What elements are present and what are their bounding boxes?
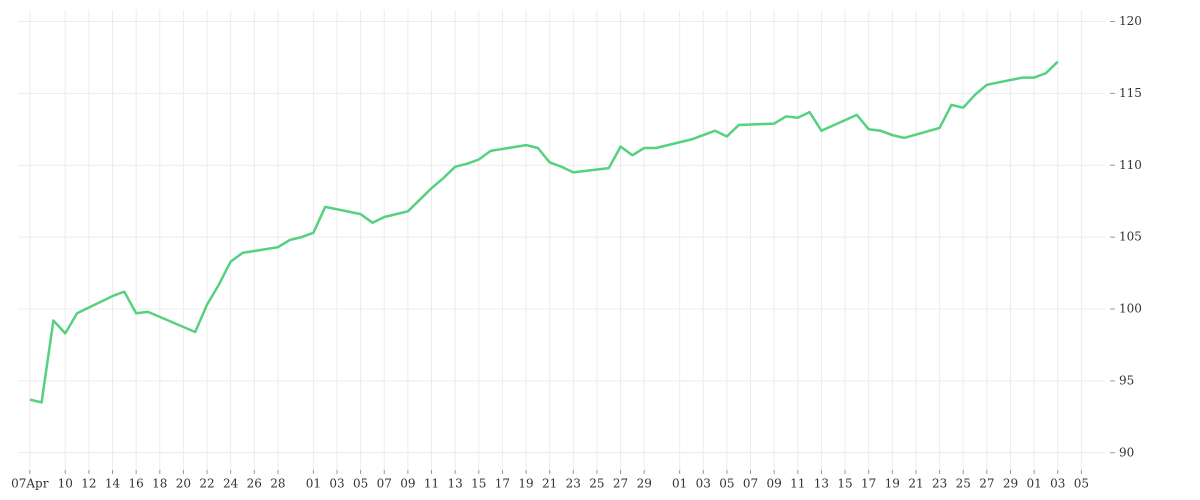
x-tick-label: 15 xyxy=(837,477,852,491)
x-tick-label: 24 xyxy=(223,477,239,491)
x-tick-label: 19 xyxy=(518,477,533,491)
x-tick-label: 29 xyxy=(1003,477,1018,491)
x-tick-label: 19 xyxy=(885,477,900,491)
x-tick-label: 29 xyxy=(637,477,652,491)
x-tick-label: 23 xyxy=(566,477,581,491)
y-tick-label: 120 xyxy=(1119,14,1142,28)
x-tick-label: 03 xyxy=(696,477,711,491)
x-tick-label: 05 xyxy=(1074,477,1089,491)
x-tick-label: 05 xyxy=(719,477,734,491)
x-tick-label: 17 xyxy=(861,477,876,491)
x-tick-label: 07 xyxy=(743,477,758,491)
x-tick-label: 23 xyxy=(932,477,947,491)
x-tick-label: 11 xyxy=(424,477,439,491)
x-tick-label: 01 xyxy=(1026,477,1041,491)
x-tick-label: 18 xyxy=(152,477,167,491)
data-line xyxy=(29,60,1059,404)
x-tick-label: 01 xyxy=(672,477,687,491)
x-tick-label: 21 xyxy=(908,477,923,491)
x-tick-label: 25 xyxy=(589,477,604,491)
x-tick-label: 09 xyxy=(400,477,415,491)
x-tick-label: 10 xyxy=(58,477,73,491)
x-tick-label: 13 xyxy=(814,477,829,491)
x-tick-label: 12 xyxy=(81,477,96,491)
y-tick-label: 100 xyxy=(1119,302,1142,316)
x-tick-label: 14 xyxy=(105,477,121,491)
x-tick-label: 25 xyxy=(956,477,971,491)
y-tick-label: 115 xyxy=(1119,86,1142,100)
x-tick-label: 26 xyxy=(247,477,262,491)
x-tick-label: 21 xyxy=(542,477,557,491)
x-tick-label: 28 xyxy=(270,477,285,491)
y-tick-label: 110 xyxy=(1119,158,1142,172)
x-tick-label: 07Apr xyxy=(11,477,49,491)
x-tick-label: 03 xyxy=(1050,477,1065,491)
x-tick-label: 13 xyxy=(448,477,463,491)
x-tick-label: 27 xyxy=(613,477,628,491)
x-tick-label: 11 xyxy=(790,477,805,491)
x-tick-label: 22 xyxy=(199,477,214,491)
x-tick-label: 03 xyxy=(329,477,344,491)
y-tick-label: 105 xyxy=(1119,230,1142,244)
y-tick-label: 90 xyxy=(1119,445,1134,459)
x-tick-label: 27 xyxy=(979,477,994,491)
x-tick-label: 05 xyxy=(353,477,368,491)
x-tick-label: 07 xyxy=(377,477,392,491)
y-tick-label: 95 xyxy=(1119,373,1134,387)
x-tick-label: 15 xyxy=(471,477,486,491)
x-tick-label: 17 xyxy=(495,477,510,491)
x-tick-label: 16 xyxy=(129,477,144,491)
x-tick-label: 01 xyxy=(306,477,321,491)
x-tick-label: 09 xyxy=(767,477,782,491)
x-tick-label: 20 xyxy=(176,477,191,491)
